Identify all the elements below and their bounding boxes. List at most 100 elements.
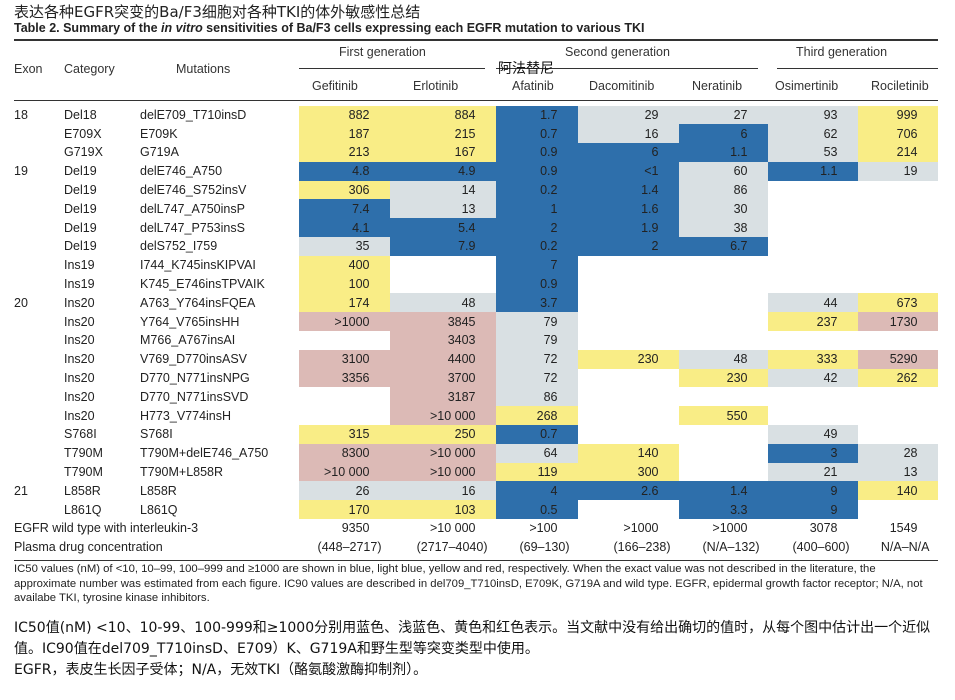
plasma-value: (2717–4040): [416, 540, 488, 555]
ic50-cell: 0.5: [496, 500, 578, 520]
ic50-cell: 6.7: [679, 237, 768, 256]
ic50-cell: 0.9: [496, 161, 578, 181]
ic50-cell: [578, 500, 679, 519]
ic50-cell: 3: [768, 443, 858, 463]
ic50-cell: 7.4: [299, 199, 390, 219]
plasma-value: N/A–N/A: [880, 540, 930, 555]
exon-cell: 18: [14, 107, 28, 122]
ic50-cell: 0.9: [496, 143, 578, 162]
ic50-cell: [390, 256, 496, 275]
plasma-row: Plasma drug concentration (448–2717) (2717…: [14, 538, 938, 557]
ic50-cell: 3187: [390, 387, 496, 407]
ic50-cell: 79: [496, 331, 578, 350]
wild-type-value: >100: [529, 521, 558, 536]
ic50-cell: 213: [299, 143, 390, 162]
table-title: Table 2. Summary of the in vitro sensiti…: [14, 21, 645, 35]
wild-type-label: EGFR wild type with interleukin-3: [14, 521, 199, 536]
afatinib-chinese-label: 阿法替尼: [498, 61, 554, 77]
table-row: 21 L858R L858R 26 16 4 2.6 1.4 9 140: [14, 481, 938, 501]
ic50-cell: [578, 406, 679, 425]
ic50-cell: 42: [768, 368, 858, 388]
table-row: T790M T790M+delE746_A750 8300 >10 000 64 140 3…: [14, 443, 938, 463]
mutation-cell: T790M+delE746_A750: [140, 446, 269, 461]
ic50-cell: 268: [496, 406, 578, 426]
mutation-cell: T790M+L858R: [140, 465, 224, 480]
ic50-cell: [858, 218, 938, 237]
ic50-cell: [679, 387, 768, 406]
ic50-cell: 7.9: [390, 237, 496, 256]
ic50-cell: [858, 275, 938, 294]
table-row: Ins19 I744_K745insKIPVAI 400 7: [14, 255, 938, 275]
table-row: Del19 delE746_S752insV 306 14 0.2 1.4 86: [14, 180, 938, 200]
category-cell: Ins20: [64, 314, 95, 329]
plasma-value: (400–600): [792, 540, 850, 555]
exon-cell: [14, 181, 64, 200]
table-row: 18 Del18 delE709_T710insD 882 884 1.7 29 27 93 99…: [14, 105, 938, 125]
ic50-cell: 9: [768, 481, 858, 501]
ic50-cell: 93: [768, 105, 858, 125]
ic50-cell: [858, 256, 938, 275]
exon-cell: 21: [14, 483, 28, 498]
ic50-cell: 13: [390, 199, 496, 219]
ic50-cell: 103: [390, 500, 496, 520]
ic50-cell: 4.1: [299, 218, 390, 238]
table-row: G719X G719A 213 167 0.9 6 1.1 53 214: [14, 143, 938, 162]
ic50-cell: 4.9: [390, 161, 496, 181]
table-row: Ins20 D770_N771insNPG 3356 3700 72 230 42 262: [14, 368, 938, 388]
ic50-cell: 3845: [390, 312, 496, 332]
ic50-cell: 4.8: [299, 161, 390, 181]
ic50-cell: 2: [578, 237, 679, 256]
ic50-cell: [768, 331, 858, 350]
group-first-generation: First generation: [339, 45, 426, 59]
ic50-cell: [578, 312, 679, 331]
ic50-cell: [679, 331, 768, 350]
mutation-cell: H773_V774insH: [140, 408, 232, 423]
table-row: Ins20 Y764_V765insHH >1000 3845 79 237 1730: [14, 312, 938, 332]
ic50-cell: 3.3: [679, 500, 768, 520]
ic50-cell: [679, 444, 768, 463]
mutation-cell: L858R: [140, 483, 177, 498]
ic50-cell: [299, 406, 390, 425]
ic50-cell: [679, 463, 768, 482]
category-cell: L861Q: [64, 502, 102, 517]
header-category: Category: [64, 62, 115, 76]
mutation-cell: Y764_V765insHH: [140, 314, 240, 329]
exon-cell: [14, 500, 64, 519]
category-cell: Ins20: [64, 389, 95, 404]
chinese-note-line: IC50值(nM) <10、10-99、100-999和≥1000分别用蓝色、浅…: [14, 620, 931, 657]
header-osimertinib: Osimertinib: [775, 79, 839, 93]
ic50-cell: 44: [768, 293, 858, 313]
mutation-cell: delL747_P753insS: [140, 220, 245, 235]
mutation-cell: M766_A767insAI: [140, 333, 236, 348]
ic50-cell: 1.7: [496, 105, 578, 125]
mutation-cell: delE709_T710insD: [140, 107, 247, 122]
ic50-cell: [768, 199, 858, 218]
plasma-value: (69–130): [519, 540, 570, 555]
category-cell: Del19: [64, 220, 97, 235]
category-cell: G719X: [64, 145, 103, 160]
ic50-cell: 1: [496, 199, 578, 219]
mutation-cell: I744_K745insKIPVAI: [140, 258, 256, 273]
ic50-cell: 400: [299, 255, 390, 275]
header-rule: [14, 100, 938, 101]
ic50-cell: [679, 256, 768, 275]
ic50-cell: 882: [299, 105, 390, 125]
third-gen-underline: [777, 68, 938, 69]
ic50-cell: 21: [768, 462, 858, 482]
category-cell: E709X: [64, 126, 102, 141]
ic50-cell: 300: [578, 462, 679, 482]
title-suffix: sensitivities of Ba/F3 cells expressing …: [202, 21, 645, 35]
ic50-cell: [768, 181, 858, 200]
ic50-cell: 140: [578, 443, 679, 463]
mutation-cell: A763_Y764insFQEA: [140, 295, 256, 310]
ic50-cell: 100: [299, 274, 390, 294]
ic50-cell: 1730: [858, 312, 938, 332]
exon-cell: [14, 218, 64, 237]
exon-cell: [14, 425, 64, 444]
table-row: Ins20 M766_A767insAI 3403 79: [14, 331, 938, 350]
exon-cell: [14, 350, 64, 369]
category-cell: Ins20: [64, 352, 95, 367]
ic50-cell: 3100: [299, 349, 390, 369]
ic50-cell: [578, 275, 679, 294]
header-erlotinib: Erlotinib: [413, 79, 459, 93]
